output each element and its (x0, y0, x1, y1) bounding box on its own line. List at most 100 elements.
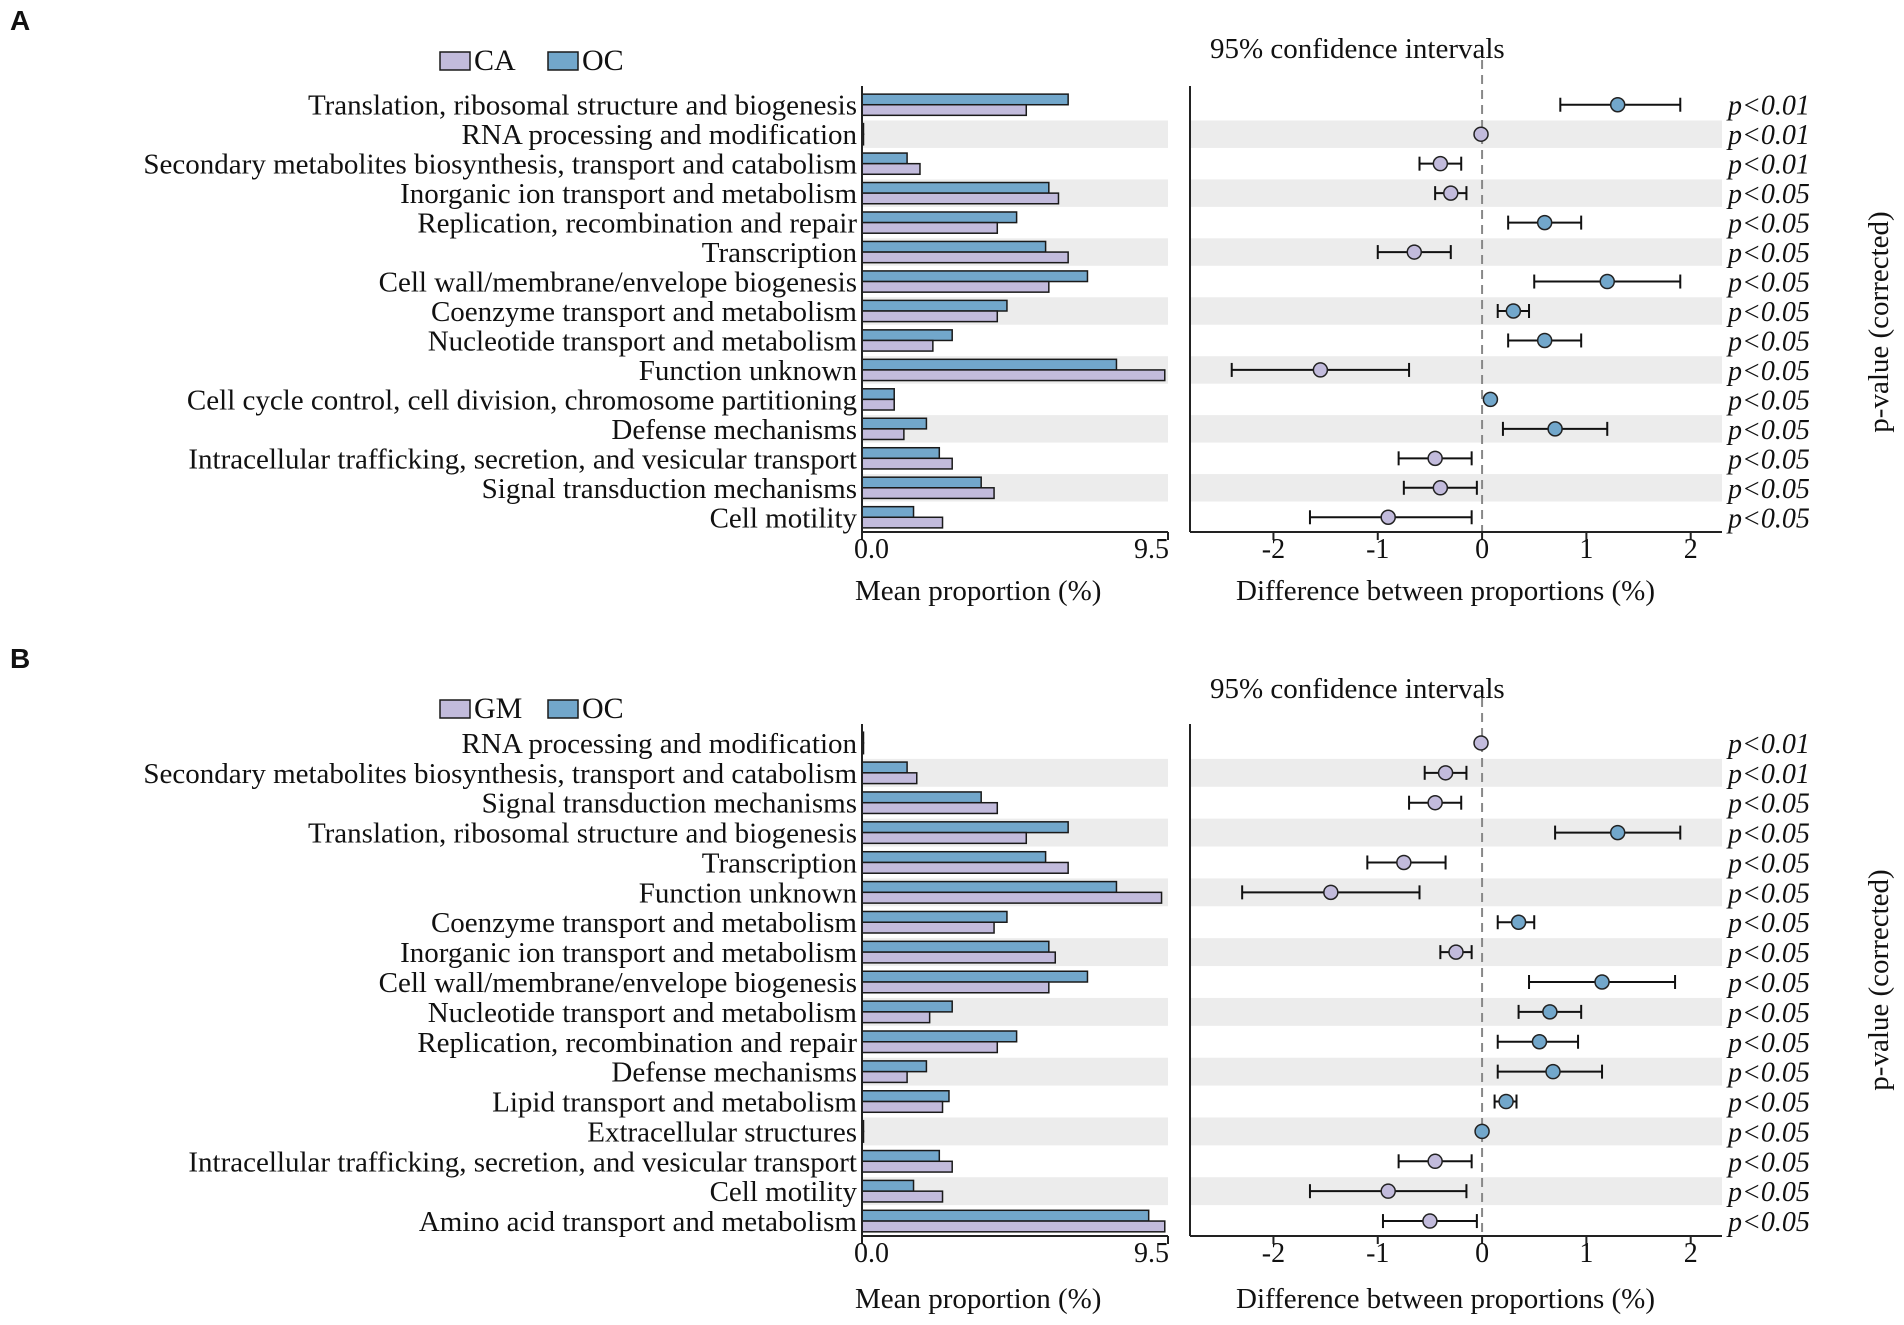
ci-point (1474, 1123, 1490, 1140)
ci-x-tick-label: -2 (1262, 534, 1285, 565)
bar-gm (861, 772, 918, 785)
ci-mark (1308, 1183, 1468, 1199)
p-value-label: p<0.05 (1726, 938, 1810, 969)
ci-mark (1507, 332, 1583, 349)
bar-oc (861, 1030, 1018, 1043)
ci-mark (1241, 884, 1421, 901)
bar-ca (861, 103, 1028, 117)
bar-oc (861, 211, 1018, 224)
p-value-label: p<0.05 (1726, 238, 1810, 269)
bar-oc (861, 476, 982, 489)
p-value-label: p<0.05 (1726, 1117, 1810, 1148)
ci-x-tick-label: 1 (1579, 534, 1593, 565)
ci-point (1547, 421, 1563, 437)
p-value-label: p<0.05 (1726, 1177, 1810, 1208)
bar-ca (861, 162, 921, 176)
ci-mark (1423, 765, 1468, 781)
ci-mark (1482, 391, 1499, 408)
ci-mark (1230, 362, 1411, 378)
ci-x-tick-label: 2 (1684, 1238, 1698, 1269)
ci-x-tick-label: -2 (1262, 1238, 1285, 1269)
category-label: Defense mechanisms (611, 414, 857, 446)
category-label: Intracellular trafficking, secretion, an… (188, 443, 857, 475)
category-label: Cell wall/membrane/envelope biogenesis (379, 967, 857, 999)
ci-point (1505, 303, 1522, 319)
bar-oc (861, 417, 928, 430)
bar-oc (861, 1000, 953, 1013)
ci-point (1536, 332, 1553, 349)
ci-mark (1418, 155, 1463, 172)
ci-point (1609, 824, 1626, 841)
ci-x-tick-label: 0 (1475, 1238, 1489, 1269)
bar-oc (861, 240, 1047, 253)
ci-mark (1439, 944, 1473, 960)
category-label: Signal transduction mechanisms (482, 473, 857, 505)
bar-gm (861, 801, 999, 815)
category-label: Replication, recombination and repair (417, 1027, 857, 1059)
p-value-label: p<0.01 (1726, 759, 1810, 790)
bar-gm (861, 1100, 944, 1114)
ci-point (1323, 884, 1339, 901)
p-value-label: p<0.05 (1726, 444, 1810, 475)
panel-label: B (10, 643, 30, 674)
bar-gm (861, 1070, 908, 1084)
category-label: Translation, ribosomal structure and bio… (308, 818, 857, 850)
ci-point (1536, 214, 1553, 231)
row-stripe-left (862, 120, 1168, 148)
ci-x-tick-label: -1 (1366, 534, 1389, 565)
bar-oc (861, 761, 908, 774)
ci-mark (1376, 244, 1452, 260)
ci-point (1545, 1063, 1561, 1080)
bar-gm (861, 1160, 953, 1173)
ci-point (1422, 1213, 1438, 1229)
ci-point (1406, 244, 1423, 260)
p-value-label: p<0.05 (1726, 326, 1810, 357)
panel-a: A CA OC 95% confidence intervals Translation… (10, 5, 1895, 607)
bar-ca (861, 457, 953, 470)
bar-gm (861, 1190, 944, 1203)
bar-oc (861, 1090, 950, 1103)
ci-mark (1496, 1063, 1604, 1080)
legend-label-ca: CA (474, 44, 516, 77)
p-value-label: p<0.05 (1726, 1028, 1810, 1059)
legend: CA OC (439, 44, 624, 77)
p-value-axis-title: p-value (corrected) (1863, 211, 1895, 432)
legend-swatch-oc (547, 51, 579, 71)
bar-oc (861, 299, 1008, 312)
p-value-label: p<0.05 (1726, 968, 1810, 999)
bar-oc (861, 329, 953, 342)
p-value-label: p<0.05 (1726, 998, 1810, 1029)
category-label: RNA processing and modification (462, 119, 858, 151)
ci-mark (1496, 303, 1531, 319)
ci-mark (1493, 1093, 1518, 1110)
category-label: Translation, ribosomal structure and bio… (308, 90, 857, 122)
panel-b: B GM OC 95% confidence intervals RNA process… (10, 643, 1895, 1315)
ci-mark (1366, 854, 1447, 871)
bar-gm (861, 1041, 999, 1054)
row-stripe-right (1190, 297, 1722, 325)
row-stripe-right (1190, 415, 1722, 443)
category-label: Lipid transport and metabolism (492, 1087, 857, 1119)
p-value-label: p<0.05 (1726, 789, 1810, 820)
ci-point (1531, 1034, 1548, 1050)
bar-ca (861, 280, 1050, 293)
bar-oc (861, 940, 1050, 953)
ci-point (1443, 185, 1459, 201)
category-label: Function unknown (639, 877, 858, 909)
ci-mark (1528, 974, 1677, 990)
bar-ca (861, 310, 999, 323)
category-label: Intracellular trafficking, secretion, an… (188, 1146, 857, 1178)
p-value-label: p<0.01 (1726, 120, 1810, 151)
bar-ca (861, 487, 995, 500)
bar-ca (861, 369, 1166, 382)
ci-point (1427, 794, 1443, 811)
bar-oc (861, 446, 941, 460)
ci-x-tick-label: 1 (1579, 1238, 1593, 1269)
category-label: Replication, recombination and repair (417, 208, 857, 240)
p-value-label: p<0.05 (1726, 268, 1810, 299)
ci-point (1380, 1183, 1396, 1199)
p-value-label: p<0.05 (1726, 1207, 1810, 1238)
ci-point (1396, 854, 1412, 871)
bar-oc (861, 152, 908, 165)
